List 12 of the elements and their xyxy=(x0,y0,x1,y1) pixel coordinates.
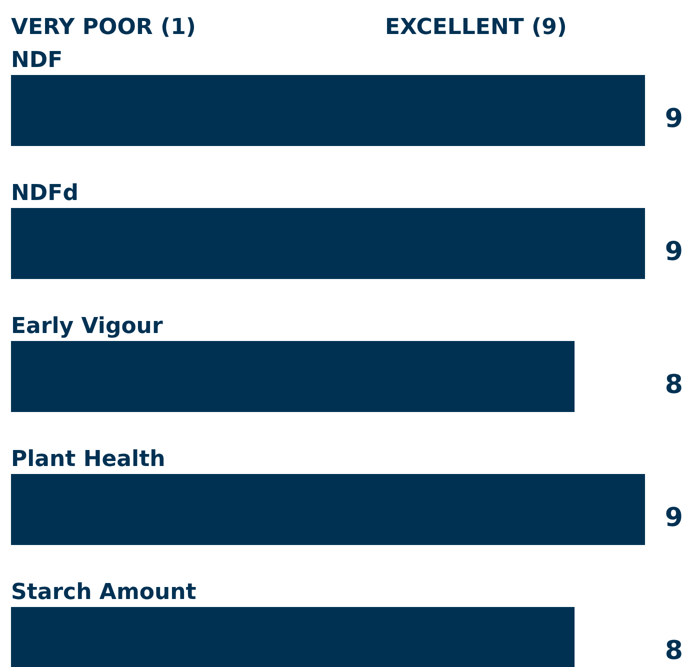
data-label: 9 xyxy=(664,104,683,134)
data-label: 8 xyxy=(664,370,683,400)
data-label: 8 xyxy=(664,636,683,666)
y-tick-label: NDFd xyxy=(11,181,78,206)
data-label: 9 xyxy=(664,503,683,534)
data-label: 9 xyxy=(664,237,683,268)
y-tick-label: NDF xyxy=(11,48,63,73)
y-tick-label: Early Vigour xyxy=(11,314,163,339)
y-tick-label: Plant Health xyxy=(11,447,166,472)
y-tick-label: Starch Amount xyxy=(11,580,197,605)
annotation: EXCELLENT (9) xyxy=(385,15,567,40)
annotation: VERY POOR (1) xyxy=(11,15,196,40)
